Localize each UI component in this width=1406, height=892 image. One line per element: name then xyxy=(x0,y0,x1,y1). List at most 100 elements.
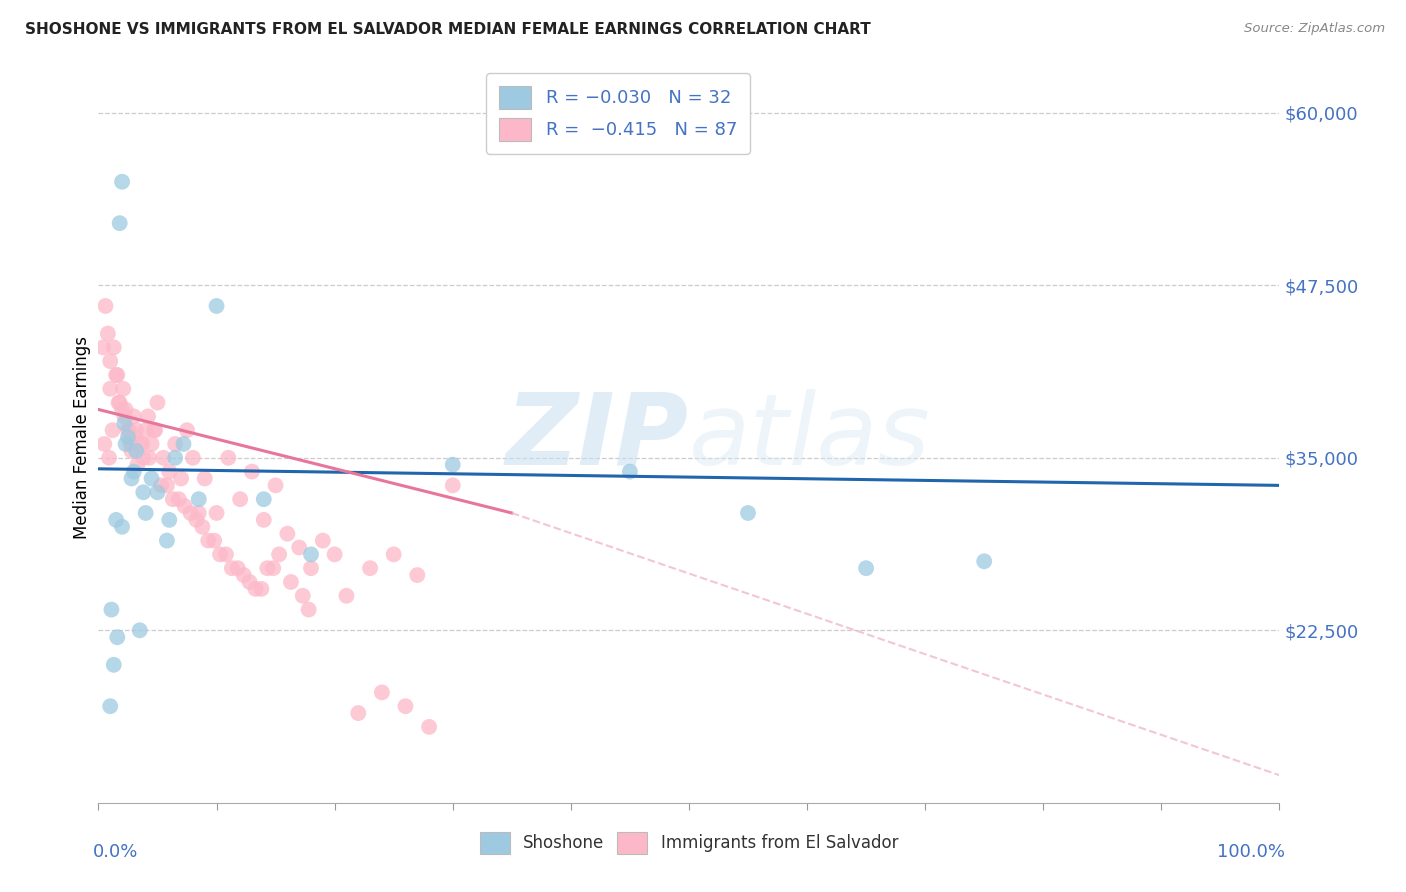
Point xyxy=(105,513,128,527)
Point xyxy=(135,423,157,437)
Point xyxy=(382,548,405,562)
Point xyxy=(157,465,180,479)
Point xyxy=(335,589,357,603)
Point xyxy=(146,485,169,500)
Point xyxy=(156,533,179,548)
Point xyxy=(121,471,143,485)
Point xyxy=(108,216,131,230)
Point xyxy=(103,657,125,672)
Point xyxy=(146,395,169,409)
Point xyxy=(855,561,877,575)
Point xyxy=(98,382,121,396)
Point xyxy=(181,450,204,465)
Point xyxy=(245,582,267,596)
Point xyxy=(118,423,141,437)
Point xyxy=(205,299,228,313)
Point xyxy=(127,458,149,472)
Point xyxy=(441,478,464,492)
Point xyxy=(359,561,381,575)
Point xyxy=(240,465,263,479)
Point xyxy=(232,568,254,582)
Point xyxy=(97,326,120,341)
Point xyxy=(117,423,139,437)
Point xyxy=(101,423,124,437)
Point xyxy=(371,685,394,699)
Legend: Shoshone, Immigrants from El Salvador: Shoshone, Immigrants from El Salvador xyxy=(472,826,905,860)
Point xyxy=(269,548,291,562)
Point xyxy=(108,395,131,409)
Point xyxy=(124,430,146,444)
Point xyxy=(239,574,262,589)
Point xyxy=(98,354,121,368)
Point xyxy=(125,423,148,437)
Point xyxy=(128,624,150,638)
Text: Source: ZipAtlas.com: Source: ZipAtlas.com xyxy=(1244,22,1385,36)
Point xyxy=(165,437,187,451)
Point xyxy=(112,409,135,424)
Point xyxy=(406,568,429,582)
Point xyxy=(323,548,346,562)
Point xyxy=(112,382,135,396)
Point xyxy=(100,602,122,616)
Point xyxy=(98,450,121,465)
Point xyxy=(125,443,148,458)
Point xyxy=(229,492,252,507)
Point xyxy=(111,175,134,189)
Point xyxy=(141,437,163,451)
Point xyxy=(347,706,370,720)
Point xyxy=(288,541,311,555)
Point xyxy=(128,437,150,451)
Point xyxy=(117,430,139,444)
Point xyxy=(103,340,125,354)
Point xyxy=(209,548,232,562)
Point xyxy=(138,450,160,465)
Point xyxy=(170,471,193,485)
Point xyxy=(973,554,995,568)
Point xyxy=(167,492,190,507)
Point xyxy=(262,561,284,575)
Point xyxy=(105,368,128,382)
Point xyxy=(98,699,121,714)
Point xyxy=(187,506,209,520)
Point xyxy=(226,561,249,575)
Point xyxy=(217,450,239,465)
Point xyxy=(312,533,335,548)
Point xyxy=(142,423,165,437)
Point xyxy=(93,437,115,451)
Point xyxy=(111,520,134,534)
Point xyxy=(136,409,159,424)
Point xyxy=(122,409,145,424)
Point xyxy=(418,720,440,734)
Point xyxy=(120,437,142,451)
Point xyxy=(143,423,166,437)
Point xyxy=(112,417,135,431)
Y-axis label: Median Female Earnings: Median Female Earnings xyxy=(73,335,91,539)
Point xyxy=(299,548,322,562)
Point xyxy=(619,465,641,479)
Point xyxy=(105,368,128,382)
Point xyxy=(114,402,136,417)
Point xyxy=(250,582,273,596)
Point xyxy=(165,450,187,465)
Text: ZIP: ZIP xyxy=(506,389,689,485)
Point xyxy=(105,630,128,644)
Point xyxy=(215,548,238,562)
Point xyxy=(197,533,219,548)
Point xyxy=(202,533,225,548)
Point xyxy=(152,450,174,465)
Point xyxy=(221,561,243,575)
Point xyxy=(131,437,153,451)
Point xyxy=(256,561,278,575)
Point xyxy=(107,395,129,409)
Point xyxy=(191,520,214,534)
Point xyxy=(162,492,184,507)
Point xyxy=(187,492,209,507)
Point xyxy=(264,478,287,492)
Point xyxy=(91,340,114,354)
Point xyxy=(173,499,195,513)
Point xyxy=(114,437,136,451)
Point xyxy=(122,465,145,479)
Point xyxy=(172,437,194,451)
Point xyxy=(157,513,180,527)
Point xyxy=(253,513,276,527)
